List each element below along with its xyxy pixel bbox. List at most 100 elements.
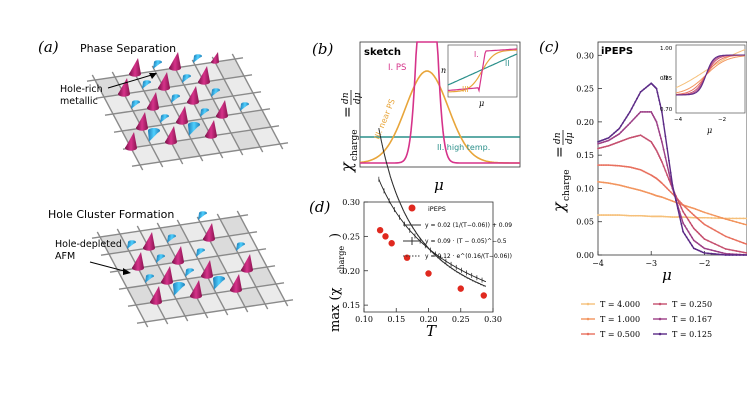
lattice-bottom (91, 210, 294, 328)
c-series-point (660, 137, 662, 140)
lattice-plaquette (215, 59, 244, 79)
spin-cone-base (143, 245, 155, 251)
c-series-point (714, 250, 716, 252)
c-series-point (648, 83, 651, 86)
c-ytick-label: 0.20 (576, 118, 594, 127)
spin-cone (171, 96, 180, 103)
c-legend-marker (658, 317, 662, 321)
c-series-point (660, 140, 663, 143)
c-series-point (699, 244, 702, 247)
c-series-point (618, 127, 621, 130)
c-series-point (691, 216, 693, 219)
c-series-point (728, 217, 731, 220)
c-series-point (625, 116, 628, 119)
spin-cone (211, 52, 219, 62)
c-series-point (627, 124, 630, 126)
c-legend-marker (658, 332, 662, 336)
spin-cone-base (132, 100, 140, 104)
spin-cone-base (201, 273, 213, 279)
d-ylabel-close: ) (328, 233, 343, 238)
lattice-plaquette (222, 113, 251, 133)
d-data-point (382, 233, 389, 240)
c-ylabel-chi: χ (549, 201, 568, 213)
spin-cone (230, 274, 242, 290)
c-series-point (616, 164, 619, 167)
c-series-point (668, 198, 670, 201)
c-series-point (687, 219, 690, 221)
c-series-point (714, 217, 716, 219)
c-series-point (621, 122, 624, 124)
spin-cone-base (165, 139, 177, 145)
c-series-point (614, 183, 617, 186)
d-ytick-label: 0.15 (342, 301, 360, 310)
spin-cone (147, 92, 159, 108)
c-series-point (607, 144, 610, 147)
c-series-point (717, 215, 720, 218)
c-series-point (616, 129, 619, 131)
c-series-point (611, 164, 614, 167)
c-inset-curve (676, 54, 745, 96)
c-series-point (680, 202, 683, 205)
c-series-point (703, 238, 706, 240)
d-xtick-label: 0.10 (355, 315, 373, 324)
c-series-point (735, 250, 738, 252)
lattice-plaquette (224, 76, 253, 96)
panel-d-xlabel: T (426, 322, 437, 340)
c-series-point (689, 241, 692, 244)
c-series-point (629, 186, 631, 189)
b-inset-ylabel: n (441, 66, 446, 75)
spin-cone (196, 250, 205, 257)
spin-cone (148, 130, 160, 142)
c-series-point (632, 167, 635, 169)
spin-cone-base (173, 281, 185, 288)
c-inset-ytick-0: 1.00 (660, 46, 673, 52)
c-series-point (623, 119, 626, 122)
c-series-point (698, 232, 701, 235)
c-series-point (692, 207, 695, 210)
d-fit3 (378, 128, 487, 288)
c-series-point (682, 216, 685, 218)
c-series-point (600, 146, 603, 149)
spin-cone-base (172, 94, 180, 98)
c-series-point (731, 220, 734, 222)
c-series-point (703, 216, 706, 219)
c-series-point (669, 191, 672, 193)
c-series-point (602, 138, 605, 141)
c-series-point (613, 164, 615, 167)
c-series-point (597, 147, 599, 150)
spin-cone-base (132, 265, 144, 271)
c-legend-label: T = 0.500 (600, 330, 640, 339)
c-series-point (611, 214, 614, 216)
lattice-bond (131, 68, 184, 165)
c-series-point (671, 216, 674, 218)
c-ylabel-sub: charge (562, 169, 572, 201)
c-series-point (721, 246, 724, 249)
c-series-point (618, 132, 621, 135)
spin-cone (145, 276, 154, 283)
c-series-point (600, 181, 603, 184)
lattice-plaquette (236, 287, 265, 307)
c-series-point (660, 110, 663, 113)
legend-fit3: y = 0.12 · e^(0.16/(T−0.06)) (425, 253, 512, 260)
c-series-point (673, 200, 676, 203)
c-series-point (731, 217, 734, 220)
c-series-point (692, 239, 695, 242)
c-series-point (644, 110, 647, 113)
c-series-point (636, 135, 638, 137)
c-series-point (618, 164, 621, 167)
c-series-point (660, 160, 663, 163)
spin-cone-base (172, 259, 184, 265)
curve-label-high-temp: II. high temp. (437, 143, 490, 152)
spin-cone (236, 244, 245, 251)
panel-c-tag: iPEPS (601, 46, 633, 57)
c-xtick-label: −2 (699, 259, 711, 268)
c-ytick-label: 0.25 (576, 85, 594, 94)
lattice-bond (116, 228, 169, 325)
c-series-point (600, 141, 603, 144)
c-series-point (643, 170, 646, 173)
afm-label: AFM (55, 251, 75, 262)
c-series-point (739, 254, 741, 256)
c-series-point (721, 217, 724, 219)
spin-cone-base (205, 133, 217, 139)
c-series-point (629, 214, 631, 217)
